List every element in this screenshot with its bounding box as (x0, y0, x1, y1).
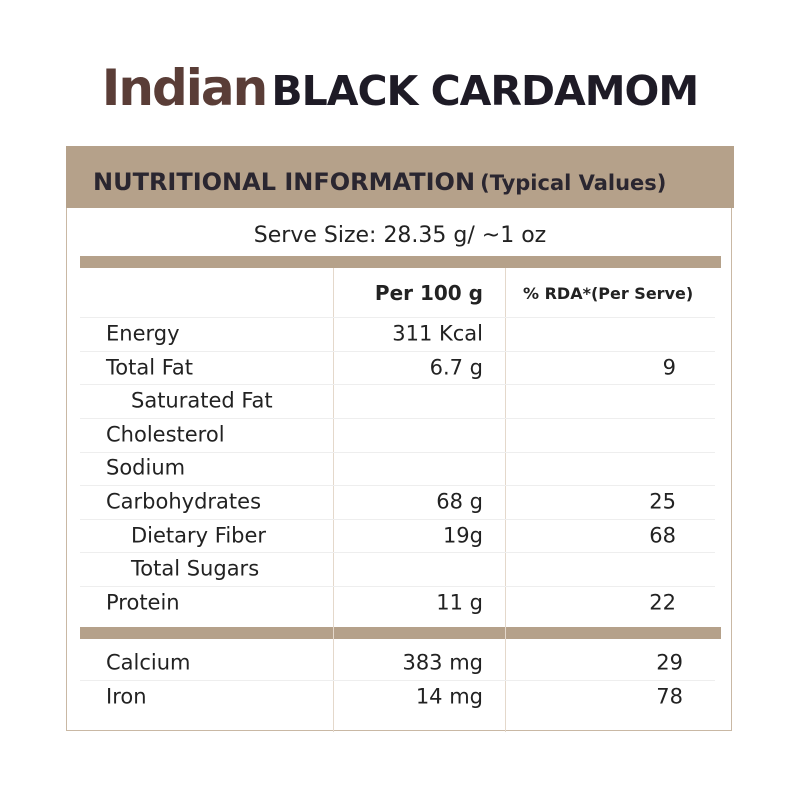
brand: Indian (101, 59, 268, 117)
serve-size: Serve Size: 28.35 g/ ~1 oz (253, 223, 547, 248)
product: BLACK CARDAMOM (271, 67, 699, 115)
divider-bar (80, 627, 721, 639)
nutrient: Protein (106, 590, 180, 615)
column-line (333, 268, 334, 732)
row-line (80, 384, 715, 385)
nutrient: Cholesterol (106, 422, 225, 447)
divider-bar (80, 256, 721, 268)
per-100g: 383 mg (402, 650, 483, 675)
column-header: % RDA*(Per Serve) (523, 284, 694, 303)
per-100g: 14 mg (415, 684, 483, 709)
heading: NUTRITIONAL INFORMATION (Typical Values) (93, 170, 666, 194)
row-line (80, 485, 715, 486)
rda: 22 (649, 590, 676, 615)
nutrient: Total Fat (106, 355, 193, 380)
per-100g: 19g (442, 523, 483, 548)
per-100g: 11 g (436, 590, 483, 615)
row-line (80, 586, 715, 587)
row-line (80, 519, 715, 520)
column-header: Per 100 g (374, 281, 483, 305)
per-100g: 68 g (436, 489, 483, 514)
title: Indian BLACK CARDAMOM (0, 63, 800, 113)
rda: 68 (649, 523, 676, 548)
row-line (80, 317, 715, 318)
nutrient: Total Sugars (131, 556, 260, 581)
rda: 78 (656, 684, 683, 709)
per-100g: 311 Kcal (392, 321, 483, 346)
nutrient: Dietary Fiber (131, 523, 267, 548)
per-100g: 6.7 g (429, 355, 483, 380)
nutrient: Sodium (106, 455, 186, 480)
rda: 29 (656, 650, 683, 675)
row-line (80, 418, 715, 419)
nutrient: Energy (106, 321, 180, 346)
heading-note: (Typical Values) (480, 171, 667, 195)
rda: 9 (662, 355, 676, 380)
row-line (80, 680, 715, 681)
row-line (80, 351, 715, 352)
nutrient: Carbohydrates (106, 489, 262, 514)
nutrient: Calcium (106, 650, 191, 675)
column-line (505, 268, 506, 732)
nutrient: Iron (106, 684, 147, 709)
heading-band (66, 146, 734, 208)
nutrient: Saturated Fat (131, 388, 273, 413)
row-line (80, 552, 715, 553)
rda: 25 (649, 489, 676, 514)
heading-text: NUTRITIONAL INFORMATION (93, 168, 476, 196)
row-line (80, 452, 715, 453)
